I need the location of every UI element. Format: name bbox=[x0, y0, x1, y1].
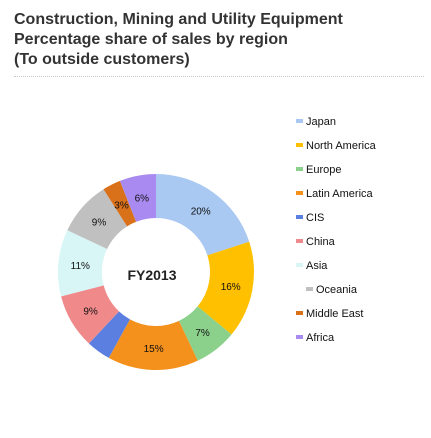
chart-title: Construction, Mining and Utility Equipme… bbox=[14, 10, 424, 70]
donut-slice-labels: 20% 16% 7% 15% 9% 11% 9% 3% 6% bbox=[71, 193, 241, 355]
legend-swatch bbox=[296, 239, 303, 244]
slice-oceania bbox=[67, 189, 128, 250]
slice-label-latin-america: 15% bbox=[144, 344, 164, 355]
legend-label: CIS bbox=[306, 212, 325, 224]
slice-africa bbox=[119, 174, 156, 222]
legend-label: North America bbox=[306, 140, 376, 152]
legend-swatch bbox=[296, 215, 303, 220]
legend-item-japan: Japan bbox=[296, 116, 336, 128]
legend-swatch bbox=[296, 263, 303, 268]
legend-swatch bbox=[296, 167, 303, 172]
legend-item-cis: CIS bbox=[296, 212, 324, 224]
legend-label: Asia bbox=[306, 260, 328, 272]
slice-label-oceania: 9% bbox=[92, 218, 107, 229]
slice-north-america bbox=[197, 241, 254, 335]
slice-label-asia: 11% bbox=[71, 261, 90, 272]
slice-label-middle-east: 3% bbox=[114, 200, 129, 211]
legend-item-china: China bbox=[296, 236, 335, 248]
legend-swatch bbox=[296, 119, 303, 124]
slice-label-china: 9% bbox=[83, 307, 98, 318]
legend-item-africa: Africa bbox=[296, 332, 334, 344]
slice-europe bbox=[178, 306, 232, 361]
legend-label: China bbox=[306, 236, 335, 248]
donut-slices bbox=[57, 174, 254, 370]
legend-item-europe: Europe bbox=[296, 164, 341, 176]
legend-swatch bbox=[296, 335, 303, 340]
legend-label: Europe bbox=[306, 164, 342, 176]
legend-item-latin-america: Latin America bbox=[296, 188, 373, 200]
legend-item-oceania: Oceania bbox=[306, 284, 357, 296]
slice-asia bbox=[57, 230, 108, 297]
slice-label-africa: 6% bbox=[135, 193, 150, 204]
legend-label: Middle East bbox=[306, 308, 364, 320]
legend-label: Latin America bbox=[306, 188, 373, 200]
chart-title-line-1: Construction, Mining and Utility Equipme… bbox=[14, 11, 343, 28]
legend-item-asia: Asia bbox=[296, 260, 327, 272]
slice-latin-america bbox=[108, 319, 198, 370]
slice-label-north-america: 16% bbox=[221, 282, 241, 293]
legend-swatch bbox=[296, 143, 303, 148]
legend-swatch bbox=[296, 311, 303, 316]
slice-japan bbox=[156, 174, 250, 256]
slice-china bbox=[61, 285, 120, 344]
chart-title-line-3: (To outside customers) bbox=[14, 51, 190, 68]
slice-label-europe: 7% bbox=[195, 328, 210, 339]
legend-swatch bbox=[296, 191, 303, 196]
slice-middle-east bbox=[103, 180, 137, 227]
chart-title-line-2: Percentage share of sales by region bbox=[14, 31, 288, 48]
legend-swatch bbox=[306, 287, 313, 292]
slice-cis bbox=[88, 311, 130, 358]
legend-item-middle-east: Middle East bbox=[296, 308, 363, 320]
title-divider bbox=[14, 76, 424, 77]
legend-item-north-america: North America bbox=[296, 140, 376, 152]
legend-label: Africa bbox=[306, 332, 335, 344]
donut-center-label: FY2013 bbox=[127, 267, 176, 283]
legend-label: Oceania bbox=[316, 284, 357, 296]
legend-label: Japan bbox=[306, 116, 336, 128]
slice-label-japan: 20% bbox=[191, 207, 211, 218]
